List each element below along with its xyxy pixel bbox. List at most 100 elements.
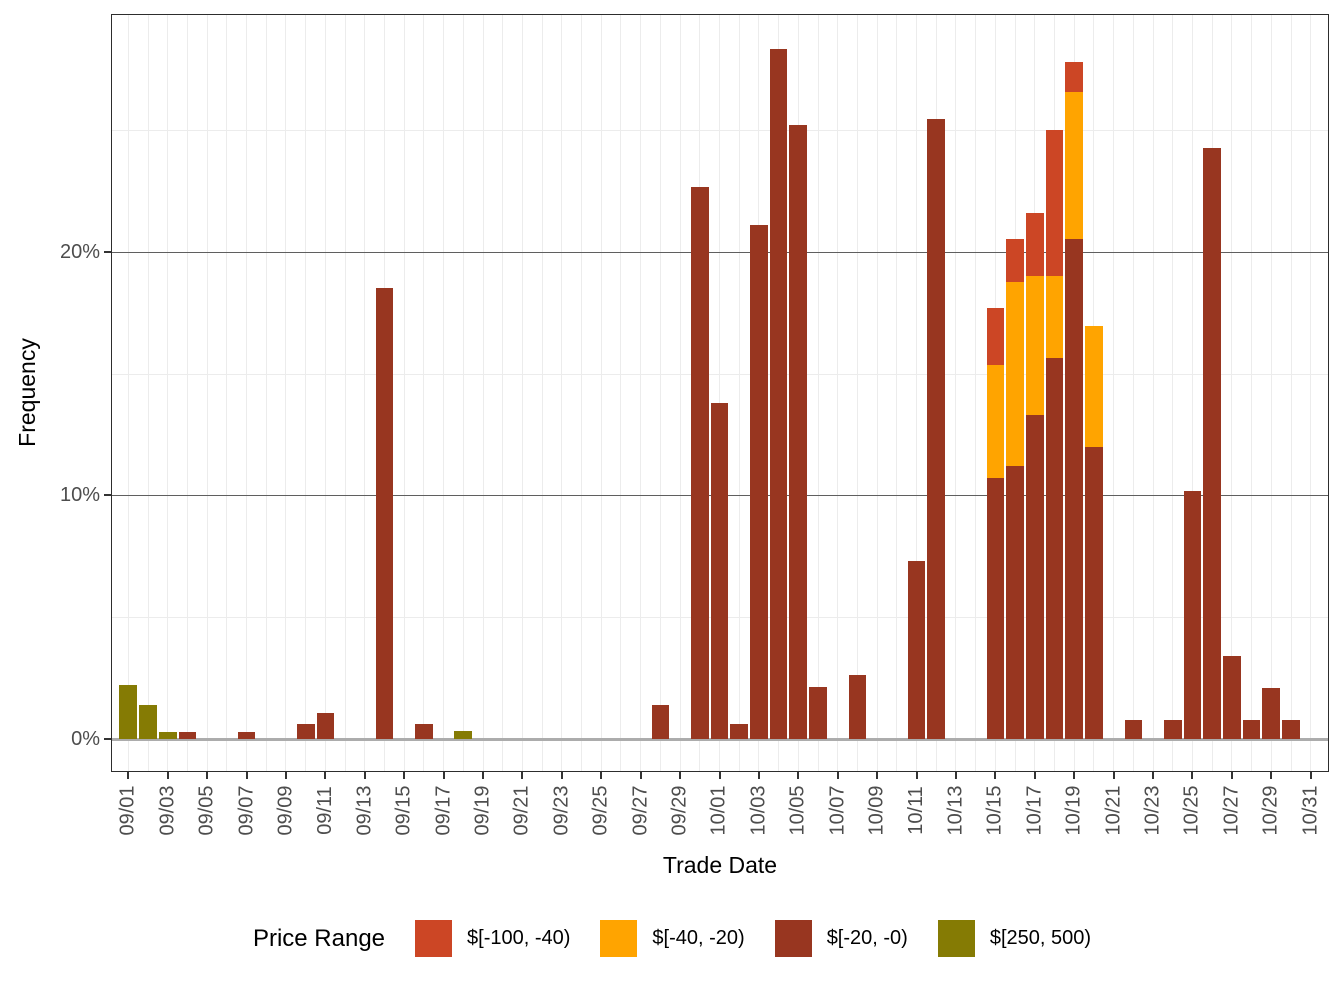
- vertical-gridline: [364, 15, 366, 771]
- legend-swatch-1: [415, 920, 453, 957]
- x-axis-tick: [718, 771, 721, 779]
- x-axis-tick: [994, 771, 997, 779]
- vertical-gridline: [916, 15, 918, 771]
- vertical-gridline: [640, 15, 642, 771]
- legend-swatch-4: [937, 920, 975, 957]
- bar-segment-10/28-neg20_0: [1242, 719, 1261, 739]
- vertical-gridline: [1270, 15, 1272, 771]
- x-axis-tick-label-text: 09/03: [156, 784, 179, 836]
- vertical-gridline: [856, 15, 858, 771]
- x-axis-tick: [363, 771, 366, 779]
- y-axis-tick-label: 0%: [71, 728, 100, 750]
- bar-segment-10/19-neg100_40: [1065, 61, 1084, 93]
- x-axis-tick: [915, 771, 918, 779]
- vertical-gridline: [265, 15, 267, 771]
- x-axis-tick-label: 10/01: [708, 779, 731, 841]
- y-axis-tick: [104, 494, 112, 497]
- bar-segment-10/29-neg20_0: [1262, 687, 1281, 739]
- vertical-gridline: [147, 15, 149, 771]
- vertical-gridline: [1172, 15, 1174, 771]
- bar-segment-10/27-neg20_0: [1223, 656, 1241, 739]
- x-axis-tick-label-text: 09/09: [274, 784, 297, 836]
- x-axis-tick: [1230, 771, 1233, 779]
- x-axis-tick-label: 10/05: [787, 779, 809, 841]
- bar-segment-10/15-neg40_20: [986, 365, 1005, 479]
- x-axis-tick-label: 09/23: [550, 779, 573, 841]
- zero-baseline: [112, 738, 1328, 741]
- bar-segment-10/15-neg100_40: [986, 307, 1005, 366]
- bar-segment-10/06-neg20_0: [809, 686, 827, 739]
- x-axis-tick-label-text: 10/07: [826, 784, 849, 836]
- vertical-gridline: [896, 15, 898, 771]
- vertical-gridline: [955, 15, 957, 771]
- bar-segment-09/28-neg20_0: [651, 704, 670, 739]
- vertical-gridline: [738, 15, 740, 771]
- x-axis-tick-label: 10/25: [1181, 779, 1203, 841]
- bar-segment-10/30-neg20_0: [1282, 719, 1300, 739]
- vertical-gridline: [1191, 15, 1193, 771]
- bar-segment-10/20-neg40_20: [1085, 326, 1103, 447]
- y-axis-tick-label: 20%: [59, 240, 100, 263]
- horizontal-major-gridline: [112, 251, 1328, 253]
- vertical-gridline: [600, 15, 602, 771]
- x-axis-tick-label: 10/15: [984, 779, 1006, 841]
- vertical-gridline: [1231, 15, 1233, 771]
- y-axis-tick: [104, 250, 112, 253]
- x-axis-tick-label: 09/01: [117, 779, 139, 841]
- bar-segment-10/15-neg20_0: [986, 478, 1005, 739]
- vertical-gridline: [1113, 15, 1115, 771]
- vertical-gridline: [679, 15, 681, 771]
- x-axis-tick: [1270, 771, 1273, 779]
- bar-segment-10/25-neg20_0: [1183, 490, 1202, 739]
- x-axis-tick-label-text: 10/01: [708, 784, 730, 836]
- vertical-gridline: [1132, 15, 1134, 771]
- bar-segment-10/18-neg40_20: [1045, 276, 1064, 358]
- x-axis-tick-label-text: 10/11: [905, 785, 928, 835]
- x-axis-tick-label-text: 10/13: [944, 784, 967, 836]
- x-axis-tick-label-text: 09/25: [589, 784, 612, 836]
- bar-segment-10/19-neg20_0: [1065, 238, 1084, 739]
- x-axis-tick-label-text: 10/31: [1299, 784, 1322, 836]
- vertical-gridline: [482, 15, 484, 771]
- x-axis-tick-label: 09/11: [314, 779, 336, 841]
- x-axis-title: Trade Date: [662, 852, 778, 878]
- x-axis-tick: [1309, 771, 1312, 779]
- bar-segment-10/11-neg20_0: [907, 561, 926, 739]
- vertical-gridline: [581, 15, 583, 771]
- vertical-gridline: [1310, 15, 1312, 771]
- legend-label-3: $[-20, -0): [826, 927, 908, 949]
- x-axis-tick-label: 10/31: [1299, 779, 1322, 841]
- x-axis-tick-label-text: 09/21: [510, 784, 533, 836]
- x-axis-tick-label-text: 09/23: [550, 784, 573, 836]
- x-axis-tick-label-text: 10/03: [747, 784, 770, 836]
- x-axis-tick: [876, 771, 879, 779]
- bar-segment-10/18-neg20_0: [1045, 357, 1064, 739]
- x-axis-tick: [797, 771, 800, 779]
- bar-segment-10/02-neg20_0: [730, 724, 749, 739]
- x-axis-tick: [245, 771, 248, 779]
- x-axis-tick: [1073, 771, 1076, 779]
- x-axis-tick: [639, 771, 642, 779]
- bar-segment-09/16-neg20_0: [415, 724, 433, 739]
- x-axis-tick: [560, 771, 563, 779]
- legend-label-4: $[250, 500): [989, 927, 1092, 949]
- x-axis-tick-label-text: 09/29: [668, 784, 691, 836]
- vertical-gridline: [1251, 15, 1253, 771]
- vertical-gridline: [226, 15, 228, 771]
- vertical-gridline: [403, 15, 405, 771]
- bar-segment-10/17-neg40_20: [1025, 276, 1044, 416]
- x-axis-tick: [482, 771, 485, 779]
- x-axis-tick-label-text: 10/09: [865, 784, 888, 836]
- x-axis-tick-label-text: 10/17: [1023, 784, 1046, 836]
- legend-item-2: $[-40, -20): [600, 920, 745, 957]
- vertical-gridline: [1290, 15, 1292, 771]
- vertical-gridline: [975, 15, 977, 771]
- bar-segment-09/30-neg20_0: [690, 187, 709, 739]
- x-axis-tick-label: 09/17: [432, 779, 455, 841]
- x-axis-tick: [166, 771, 169, 779]
- legend: Price Range $[-100, -40) $[-40, -20) $[-20…: [0, 920, 1344, 957]
- vertical-gridline: [285, 15, 287, 771]
- legend-item-4: $[250, 500): [937, 920, 1092, 957]
- plot-panel: [112, 15, 1328, 771]
